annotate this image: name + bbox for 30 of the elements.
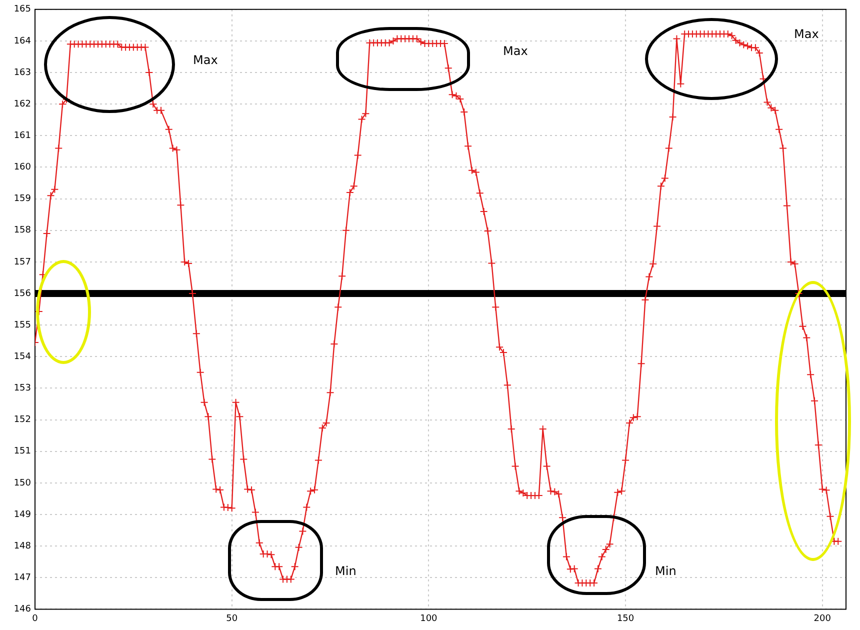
- x-tick-label: 100: [420, 614, 438, 624]
- y-tick-label: 151: [14, 446, 31, 457]
- y-tick-label: 165: [14, 4, 31, 15]
- y-tick-label: 158: [14, 226, 32, 236]
- y-tick-label: 156: [14, 288, 32, 299]
- annotation: Max: [503, 44, 528, 58]
- y-tick-label: 163: [14, 68, 31, 78]
- y-tick-label: 157: [14, 257, 31, 268]
- y-tick-label: 160: [14, 162, 32, 173]
- y-tick-label: 147: [14, 572, 31, 583]
- annotation: Max: [794, 27, 819, 42]
- y-tick-label: 164: [14, 36, 32, 46]
- y-tick-label: 148: [14, 541, 32, 552]
- y-tick-label: 149: [14, 510, 32, 520]
- y-tick-label: 153: [14, 384, 31, 394]
- y-tick-label: 150: [14, 478, 32, 488]
- y-tick-label: 161: [14, 131, 31, 142]
- y-tick-label: 155: [14, 320, 31, 330]
- x-tick-label: 0: [32, 614, 38, 624]
- y-tick-label: 162: [14, 99, 31, 110]
- annotation: Min: [335, 564, 356, 578]
- y-tick-label: 152: [14, 415, 31, 426]
- y-tick-label: 154: [14, 352, 32, 362]
- x-tick-label: 50: [226, 614, 238, 624]
- x-tick-label: 200: [814, 614, 832, 624]
- x-tick-label: 150: [616, 614, 634, 624]
- y-tick-label: 159: [14, 194, 32, 204]
- annotation: Min: [655, 564, 676, 578]
- annotation: Max: [193, 53, 218, 68]
- y-tick-label: 146: [14, 604, 32, 615]
